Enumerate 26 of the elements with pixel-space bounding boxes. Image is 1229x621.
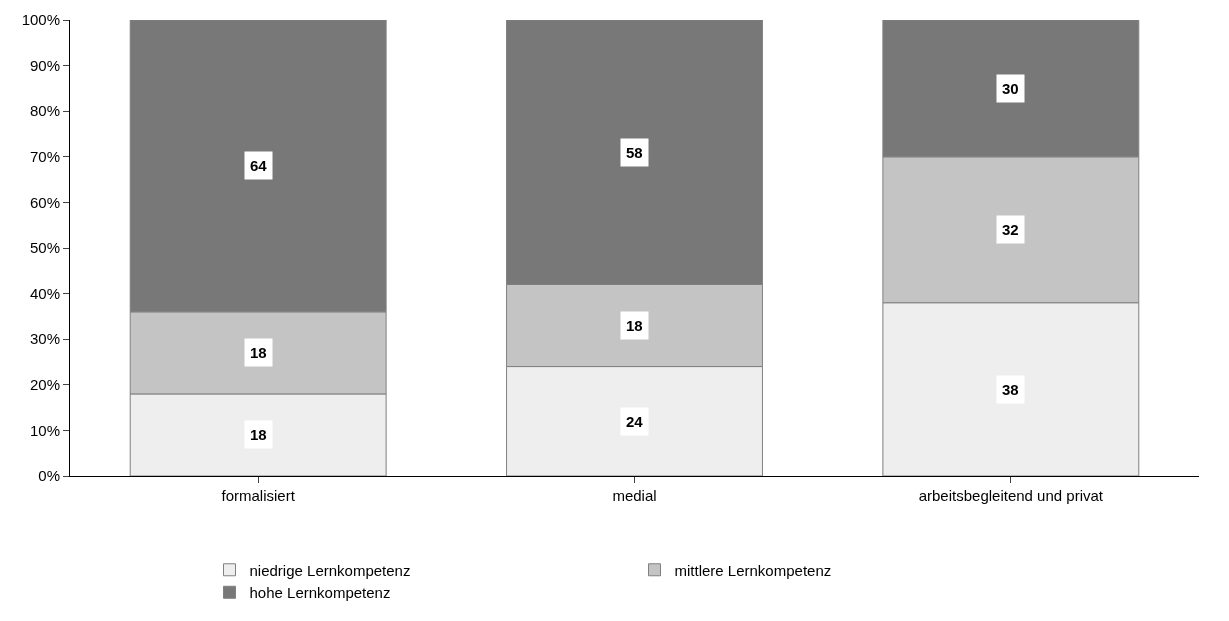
data-label: 58 <box>626 144 643 161</box>
legend-label: hohe Lernkompetenz <box>249 584 391 602</box>
data-label: 18 <box>250 344 267 361</box>
y-tick-label: 60% <box>29 193 60 211</box>
y-tick-label: 20% <box>29 376 60 394</box>
y-tick-label: 70% <box>29 148 60 166</box>
data-label: 64 <box>250 157 268 174</box>
y-tick-label: 80% <box>29 102 60 120</box>
data-label: 18 <box>250 426 267 443</box>
data-label: 30 <box>1002 80 1019 97</box>
y-tick-label: 40% <box>29 284 60 302</box>
x-tick-label: formalisiert <box>221 487 296 504</box>
data-label: 18 <box>626 317 643 334</box>
y-tick-label: 10% <box>29 421 60 439</box>
y-tick-label: 0% <box>38 467 60 485</box>
data-label: 24 <box>626 413 644 430</box>
data-label: 32 <box>1002 221 1019 238</box>
data-label: 38 <box>1002 381 1019 398</box>
y-tick-label: 50% <box>29 239 60 257</box>
y-tick-label: 100% <box>21 11 60 29</box>
legend-label: niedrige Lernkompetenz <box>249 561 411 579</box>
legend-label: mittlere Lernkompetenz <box>674 561 832 579</box>
x-tick-label: arbeitsbegleitend und privat <box>918 487 1104 504</box>
y-tick-label: 90% <box>29 56 60 74</box>
x-tick-label: medial <box>612 487 657 504</box>
y-tick-label: 30% <box>29 330 60 348</box>
